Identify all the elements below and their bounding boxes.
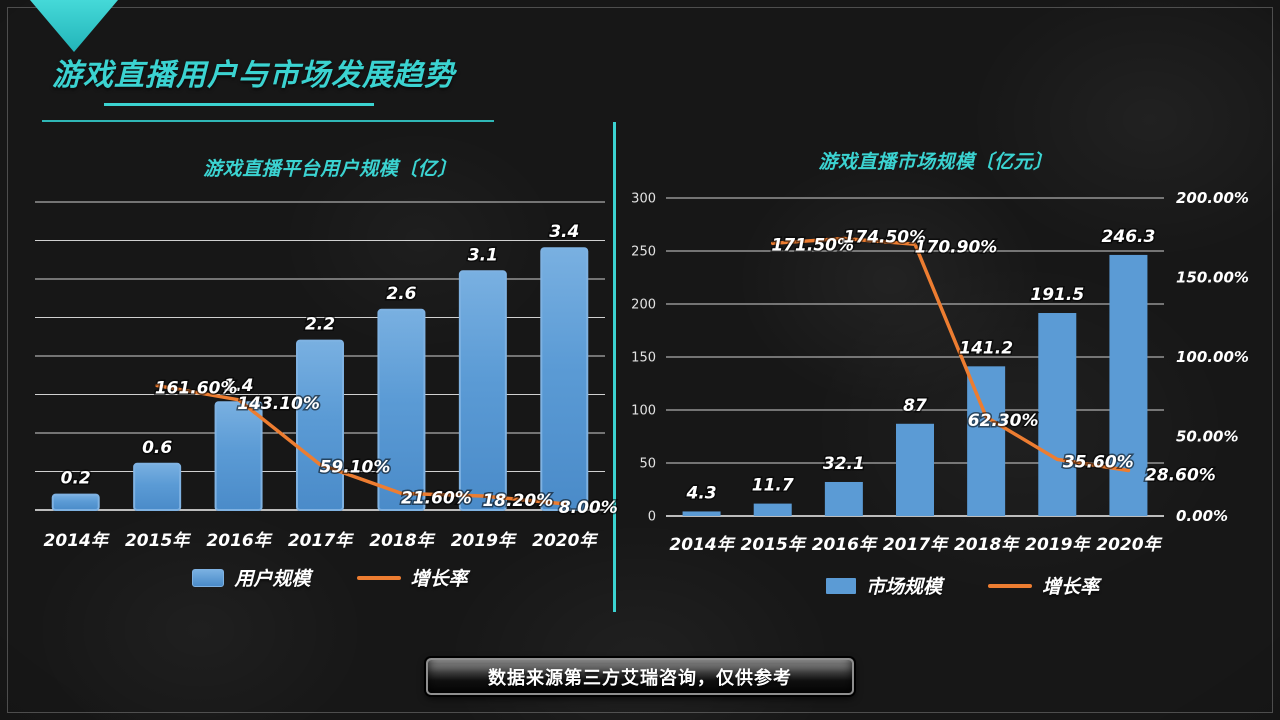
x-axis-label: 2018年 [954,535,1020,555]
market-legend-line-swatch [988,583,1032,588]
growth-value-label: 8.00% [559,498,618,518]
bar-value-label: 4.3 [686,483,717,503]
bar-2016年 [824,481,863,516]
x-axis-label: 2017年 [288,531,354,551]
page-title: 游戏直播用户与市场发展趋势 [52,59,455,92]
bar-2019年 [1038,313,1077,516]
bar-2015年 [753,503,792,516]
y-axis-tick: 150 [631,351,656,366]
pct-axis-tick: 200.00% [1176,189,1249,207]
x-axis-label: 2015年 [741,535,807,555]
users-chart: 0.2 0.6 1.4 2.2 2.6 3.1 3.4 161.60% 143.10% 59.10… [30,140,630,620]
x-axis-label: 2020年 [532,531,598,551]
market-chart-legend: 市场规模 增长率 [625,572,1270,599]
bar-2020年 [540,247,589,511]
bar-2014年 [682,511,721,516]
bar-2017年 [296,339,344,511]
bar-value-label: 246.3 [1102,227,1156,247]
y-axis-tick: 300 [631,192,656,207]
x-axis-label: 2016年 [812,535,878,555]
bar-value-label: 11.7 [752,476,794,496]
bar-2014年 [51,493,100,512]
bar-value-label: 87 [903,396,927,416]
bar-value-label: 32.1 [823,454,865,474]
growth-value-label: 170.90% [915,237,998,257]
bar-2018年 [377,308,426,511]
growth-value-label: 143.10% [237,394,320,414]
x-axis-label: 2017年 [883,535,949,555]
growth-rate-line [155,383,567,506]
growth-value-label: 171.50% [771,235,854,255]
growth-value-label: 62.30% [968,411,1039,431]
users-chart-canvas: 0.2 0.6 1.4 2.2 2.6 3.1 3.4 161.60%143.10% 59.10… [35,201,619,551]
growth-value-label: 21.60% [401,488,472,508]
bar-value-label: 3.1 [468,245,498,265]
corner-triangle-decoration [30,0,118,52]
x-axis-label: 2014年 [44,531,110,551]
y-axis-tick: 250 [631,245,656,260]
x-axis-label: 2014年 [669,535,735,555]
bar-2019年 [458,270,507,511]
y-axis-tick: 50 [639,457,656,472]
pct-axis-tick: 100.00% [1176,348,1249,366]
pct-axis-tick: 0.00% [1176,507,1228,525]
bar-2016年 [214,401,263,512]
market-chart-title: 游戏直播市场规模〔亿元〕 [818,152,1053,173]
market-legend-line-label: 增长率 [1042,577,1100,598]
bar-value-label: 2.6 [386,284,416,304]
market-chart: 0 50 100 150 200 250 300 0.00% 50.00% 100.00% 150.… [625,140,1270,620]
y-axis-tick: 100 [631,404,656,419]
x-axis-label: 2019年 [1025,535,1091,555]
bar-2017年 [896,423,934,516]
bar-value-label: 2.2 [305,315,335,335]
growth-value-label: 28.60% [1145,466,1216,486]
users-legend-bar-swatch [192,568,225,587]
users-chart-legend: 用户规模 增长率 [30,564,630,591]
x-axis-label: 2019年 [451,531,517,551]
market-chart-canvas: 0 50 100 150 200 250 300 0.00% 50.00% 100.00% 150.… [631,189,1249,555]
bar-2018年 [967,366,1006,516]
x-axis-label: 2015年 [125,531,191,551]
x-axis-label: 2016年 [206,531,272,551]
charts-divider [613,122,616,612]
x-axis-label: 2020年 [1096,535,1162,555]
growth-value-label: 59.10% [320,457,391,477]
y-axis-tick: 0 [648,510,656,525]
market-legend-bar-label: 市场规模 [865,577,942,598]
bar-value-label: 0.6 [142,438,172,458]
bar-value-label: 0.2 [61,469,91,489]
y-axis-tick: 200 [631,298,656,313]
bar-value-label: 1.4 [224,376,254,396]
bar-value-label: 3.4 [549,222,579,242]
users-legend-bar-label: 用户规模 [234,569,311,590]
pct-axis-tick: 50.00% [1176,428,1238,446]
users-chart-title: 游戏直播平台用户规模〔亿〕 [203,159,457,180]
title-underline-long [42,120,494,122]
source-note-button: 数据来源第三方艾瑞咨询，仅供参考 [426,658,854,695]
growth-value-label: 161.60% [155,379,238,399]
bar-2015年 [133,462,182,511]
market-legend-bar-swatch [825,577,856,594]
bar-value-label: 191.5 [1030,285,1084,305]
growth-value-label: 18.20% [482,491,553,511]
growth-value-label: 174.50% [844,228,927,248]
users-legend-line-swatch [356,575,401,580]
bar-2020年 [1109,254,1148,516]
growth-value-label: 35.60% [1063,452,1134,472]
users-legend-line-label: 增长率 [410,569,468,590]
x-axis-label: 2018年 [369,531,435,551]
growth-rate-line [770,236,1131,473]
bar-value-label: 141.2 [959,338,1013,358]
pct-axis-tick: 150.00% [1176,269,1249,287]
title-underline-short [104,103,374,106]
